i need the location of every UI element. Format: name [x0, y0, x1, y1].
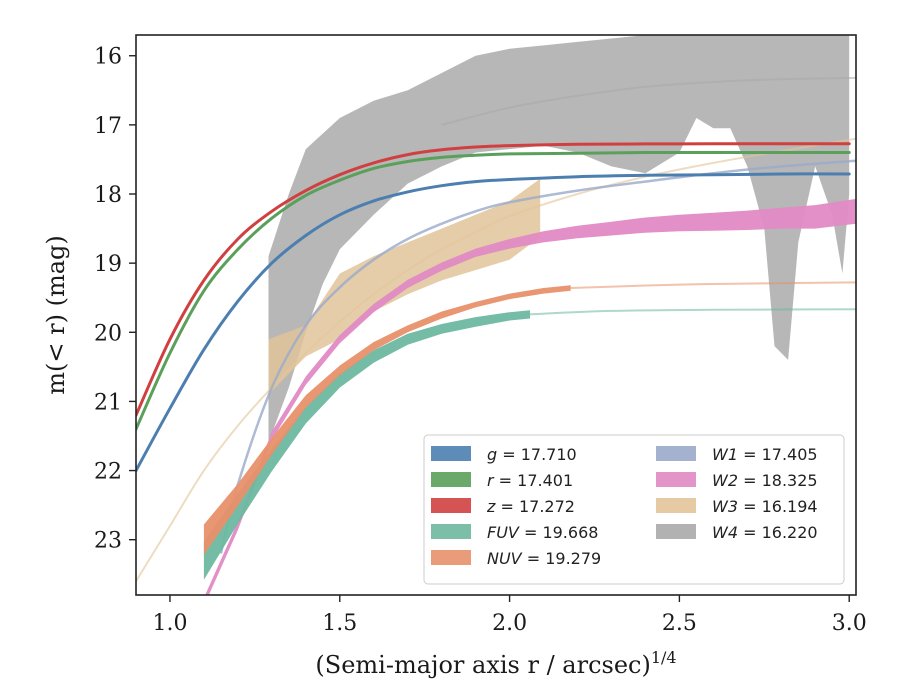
series-W4-band — [268, 35, 850, 443]
series-FUV-band — [203, 310, 530, 580]
legend-item-W3: W3 = 16.194 — [656, 497, 818, 516]
legend-series-value: = 16.194 — [738, 497, 818, 516]
series-NUV-extrapolation — [570, 281, 856, 289]
plot-frame — [135, 34, 857, 596]
series-W4-extrapolation — [441, 76, 856, 126]
axis-ticks: 1.0 1.5 2.0 2.5 3.0 16 17 18 19 20 21 22 23 — [94, 45, 867, 636]
legend-label-W3: W3 = 16.194 — [712, 497, 818, 516]
legend-series-value: = 16.220 — [738, 523, 818, 542]
series-NUV-band — [203, 285, 571, 555]
legend-item-z: z = 17.272 — [431, 497, 575, 516]
x-tick-label: 2.0 — [492, 611, 527, 636]
x-tick-label: 1.5 — [322, 611, 357, 636]
legend-box — [423, 434, 845, 585]
y-tick-label: 17 — [94, 114, 122, 139]
legend-series-name: r — [487, 471, 495, 490]
y-tick-label: 21 — [94, 390, 122, 415]
series-r-line — [136, 150, 851, 431]
legend-label-z: z = 17.272 — [486, 497, 575, 516]
legend-series-name: FUV — [487, 523, 520, 542]
legend-item-W1: W1 = 17.405 — [656, 445, 818, 464]
x-tick-label: 3.0 — [832, 611, 867, 636]
legend-swatch-g — [431, 446, 471, 461]
legend-item-FUV: FUV = 19.668 — [431, 523, 598, 542]
legend-swatch-z — [431, 498, 471, 513]
legend-item-g: g = 17.710 — [431, 445, 577, 464]
legend-series-value: = 17.405 — [738, 445, 818, 464]
legend-series-value: = 17.710 — [497, 445, 577, 464]
legend-series-value: = 19.668 — [519, 523, 599, 542]
series-z-line — [136, 142, 851, 417]
legend-label-W2: W2 = 18.325 — [712, 471, 818, 490]
y-tick-label: 19 — [94, 252, 122, 277]
legend-series-name: W4 — [712, 523, 738, 542]
legend-series-value: = 19.279 — [522, 549, 602, 568]
legend-label-r: r = 17.401 — [487, 471, 573, 490]
legend-swatch-W2 — [656, 472, 696, 487]
x-axis-label-text: (Semi-major axis r / arcsec) — [315, 651, 650, 679]
legend-swatch-W4 — [656, 524, 696, 539]
series-g-line — [136, 172, 851, 473]
legend-item-W4: W4 = 16.220 — [656, 523, 818, 542]
x-tick-label: 2.5 — [662, 611, 697, 636]
y-tick-label: 20 — [94, 321, 122, 346]
legend-swatch-r — [431, 472, 471, 487]
legend-swatch-W3 — [656, 498, 696, 513]
legend-swatch-W1 — [656, 446, 696, 461]
legend-label-NUV: NUV = 19.279 — [487, 549, 601, 568]
legend-series-name: W3 — [712, 497, 738, 516]
legend-series-name: g — [487, 445, 497, 464]
y-tick-label: 23 — [94, 529, 122, 554]
legend-item-W2: W2 = 18.325 — [656, 471, 818, 490]
legend-item-NUV: NUV = 19.279 — [431, 549, 601, 568]
y-tick-label: 22 — [94, 460, 122, 485]
x-axis-label: (Semi-major axis r / arcsec)1/4 — [315, 648, 676, 679]
plot-area — [136, 35, 856, 595]
legend-series-value: = 17.272 — [495, 497, 575, 516]
y-tick-label: 16 — [94, 45, 122, 70]
legend-label-W4: W4 = 16.220 — [712, 523, 818, 542]
legend-label-g: g = 17.710 — [487, 445, 577, 464]
legend-series-value: = 17.401 — [494, 471, 574, 490]
legend-series-name: W1 — [712, 445, 738, 464]
series-FUV-extrapolation — [529, 308, 856, 316]
y-tick-label: 18 — [94, 183, 122, 208]
legend-swatch-FUV — [431, 524, 471, 539]
legend-series-value: = 18.325 — [738, 471, 818, 490]
legend-item-r: r = 17.401 — [431, 471, 573, 490]
legend-series-name: W2 — [712, 471, 738, 490]
legend-swatch-NUV — [431, 550, 471, 565]
x-tick-label: 1.0 — [152, 611, 187, 636]
x-axis-label-exponent: 1/4 — [651, 648, 677, 667]
legend-series-name: z — [486, 497, 496, 516]
legend-label-W1: W1 = 17.405 — [712, 445, 818, 464]
legend-label-FUV: FUV = 19.668 — [487, 523, 598, 542]
legend-series-name: NUV — [487, 549, 523, 568]
y-axis-label: m(< r) (mag) — [42, 235, 70, 394]
